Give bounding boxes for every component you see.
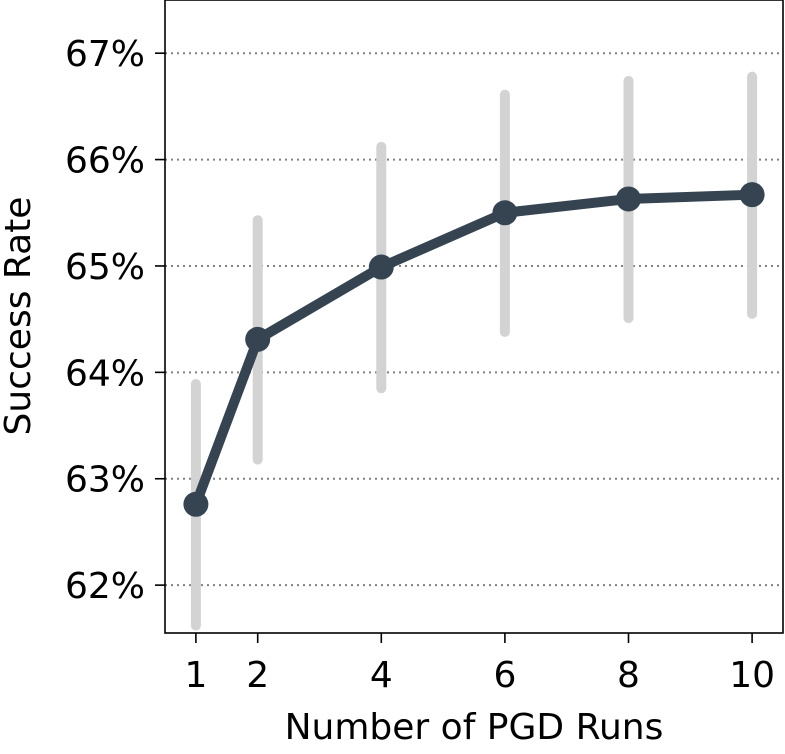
grid-lines [165,52,783,587]
x-tick-label: 10 [729,655,775,696]
plot-frame [164,0,784,634]
x-tick-label: 4 [370,655,393,696]
y-tick-label: 66% [65,141,145,182]
x-axis: 1 2 4 6 8 10 [184,633,775,696]
data-point [183,491,209,517]
x-tick-label: 1 [184,655,207,696]
y-axis: 62% 63% 64% 65% 66% 67% [65,34,165,607]
x-tick-label: 8 [617,655,640,696]
x-tick-label: 2 [246,655,269,696]
y-tick-label: 62% [65,566,145,607]
data-point [492,200,518,226]
y-axis-title: Success Rate [0,197,39,436]
y-tick-label: 64% [65,353,145,394]
data-point [739,182,765,208]
y-tick-label: 63% [65,460,145,501]
data-point [616,186,641,212]
data-point [368,254,394,280]
series-group [183,182,765,517]
x-tick-label: 6 [493,655,516,696]
y-tick-label: 65% [65,247,145,288]
x-axis-title: Number of PGD Runs [285,707,664,748]
y-tick-label: 67% [65,34,145,75]
series-line [190,189,758,510]
data-point [245,326,271,352]
